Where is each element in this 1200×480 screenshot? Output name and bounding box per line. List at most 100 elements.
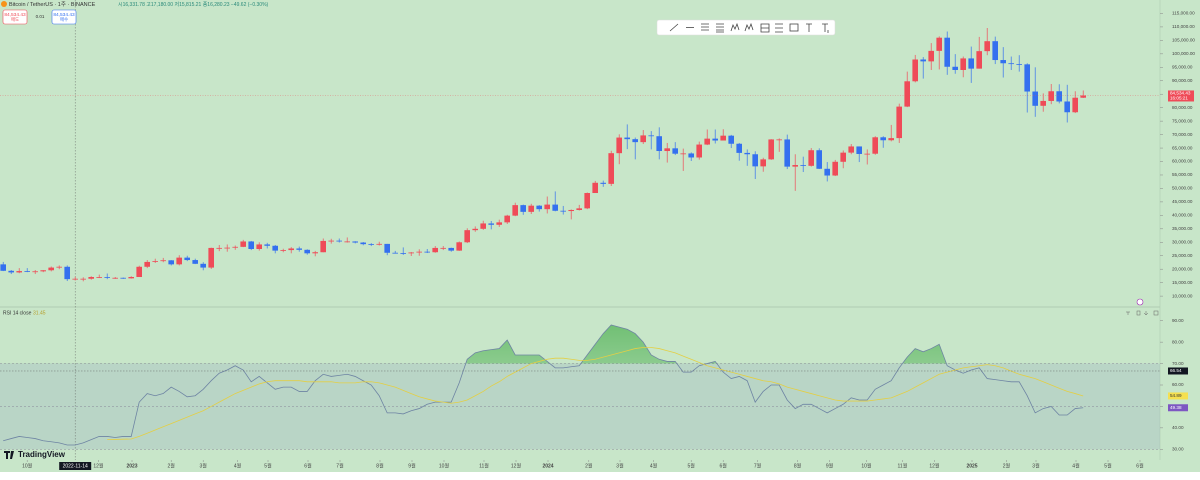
tool-projection[interactable]: [760, 23, 770, 33]
tool-fib[interactable]: [701, 23, 709, 31]
y-tick-label: 70,000.00: [1172, 132, 1193, 137]
value-tag: [1168, 404, 1188, 412]
x-tick-label: 10월: [22, 462, 33, 469]
candle-body: [240, 241, 246, 247]
tool-channel[interactable]: [716, 23, 724, 33]
candle-body: [480, 223, 486, 229]
alert-icon[interactable]: [1136, 298, 1144, 306]
rsi-bands: [0, 363, 1160, 450]
candle-body: [600, 182, 606, 184]
y-tick-label: 60,000.00: [1172, 159, 1193, 164]
x-tick-label: 4월: [1072, 462, 1080, 469]
candle-body: [688, 153, 694, 158]
tool-elliott[interactable]: [744, 22, 754, 32]
candle-body: [208, 247, 214, 268]
candle-body: [592, 182, 598, 194]
tool-pattern[interactable]: [730, 22, 740, 32]
x-tick-label: 2025: [966, 463, 977, 469]
x-tick-label: 7월: [336, 462, 344, 469]
candle-body: [672, 148, 678, 154]
candle-body: [48, 267, 54, 271]
pane-hide[interactable]: [1126, 311, 1130, 315]
candle-body: [344, 241, 350, 243]
candle-body: [328, 240, 334, 242]
tool-text[interactable]: [806, 23, 812, 32]
x-tick-label: 5월: [688, 462, 696, 469]
candle-body: [1064, 101, 1070, 113]
symbol-title: Bitcoin / TetherUS · 1주 · BINANCE: [9, 1, 96, 8]
candle-body: [1032, 91, 1038, 106]
y-tick-label: 30,000.00: [1172, 239, 1193, 244]
candle-body: [184, 257, 190, 261]
candle-body: [760, 159, 766, 167]
candle-body: [8, 270, 14, 273]
y-tick-label: 50,000.00: [1172, 186, 1193, 191]
candle-body: [280, 250, 286, 251]
candle-body: [192, 260, 198, 264]
candle-body: [56, 266, 62, 268]
y-tick-label: 100,000.00: [1172, 51, 1195, 56]
candle-body: [176, 257, 182, 265]
bottom-bar: [0, 472, 1200, 480]
candle-body: [496, 222, 502, 225]
brand-logo: [4, 451, 14, 459]
candle-body: [544, 204, 550, 210]
candle-body: [368, 244, 374, 245]
x-tick-label: 2월: [168, 462, 176, 469]
y-tick-label: 45,000.00: [1172, 199, 1193, 204]
pane-move[interactable]: [1143, 311, 1149, 316]
candle-body: [128, 277, 134, 279]
tool-note[interactable]: [822, 23, 829, 33]
x-tick-label: 8월: [376, 462, 384, 469]
candle-body: [536, 205, 542, 210]
ohlc-values: 시16,331.78 고17,180.00 저15,815.21 종16,280…: [118, 1, 269, 8]
candle-body: [632, 139, 638, 143]
x-tick-label: 9월: [408, 462, 416, 469]
pane-maximize[interactable]: [1153, 310, 1159, 316]
x-tick-label: 10월: [439, 462, 450, 469]
x-tick-label: 4월: [234, 462, 242, 469]
candle-body: [320, 240, 326, 253]
candle-body: [416, 251, 422, 253]
candle-body: [896, 106, 902, 139]
candle-body: [552, 204, 558, 211]
candle-body: [104, 277, 110, 278]
candle-body: [472, 228, 478, 231]
candle-body: [648, 135, 654, 137]
x-tick-label: 2월: [585, 462, 593, 469]
crosshair-value: 66.54: [1170, 368, 1182, 373]
y-tick-label: 30.00: [1172, 447, 1184, 452]
y-tick-label: 25,000.00: [1172, 253, 1193, 258]
candle-body: [144, 261, 150, 267]
y-tick-label: 90,000.00: [1172, 78, 1193, 83]
tool-range[interactable]: [775, 23, 783, 33]
tool-rectangle[interactable]: [789, 23, 799, 32]
x-tick-label: 2023: [126, 463, 137, 469]
candle-body: [1080, 95, 1086, 98]
candle-body: [504, 215, 510, 223]
x-tick-label: 12월: [929, 462, 940, 469]
candle-body: [776, 139, 782, 141]
sell-button[interactable]: [2, 9, 28, 25]
candle-body: [912, 59, 918, 82]
rsi-line: [3, 324, 1084, 446]
candle-body: [856, 146, 862, 154]
symbol-icon: [1, 1, 7, 7]
candle-body: [848, 146, 854, 153]
candle-body: [392, 252, 398, 254]
candle-body: [1072, 97, 1078, 113]
y-tick-label: 90.00: [1172, 318, 1184, 323]
candle-body: [24, 271, 30, 272]
candle-body: [736, 143, 742, 153]
candle-body: [824, 168, 830, 176]
candle-body: [152, 261, 158, 262]
candle-body: [800, 165, 806, 166]
candle-body: [808, 150, 814, 166]
spread: 0.01: [36, 14, 45, 19]
axes: 10,000.00 15,000.00 20,000.00 25,000.00 30,0…: [22, 0, 1195, 470]
x-tick-label: 3월: [616, 462, 624, 469]
pane-delete[interactable]: [1136, 310, 1141, 316]
candle-body: [920, 59, 926, 62]
buy-button[interactable]: [51, 9, 77, 25]
tool-trendline[interactable]: [669, 23, 679, 32]
